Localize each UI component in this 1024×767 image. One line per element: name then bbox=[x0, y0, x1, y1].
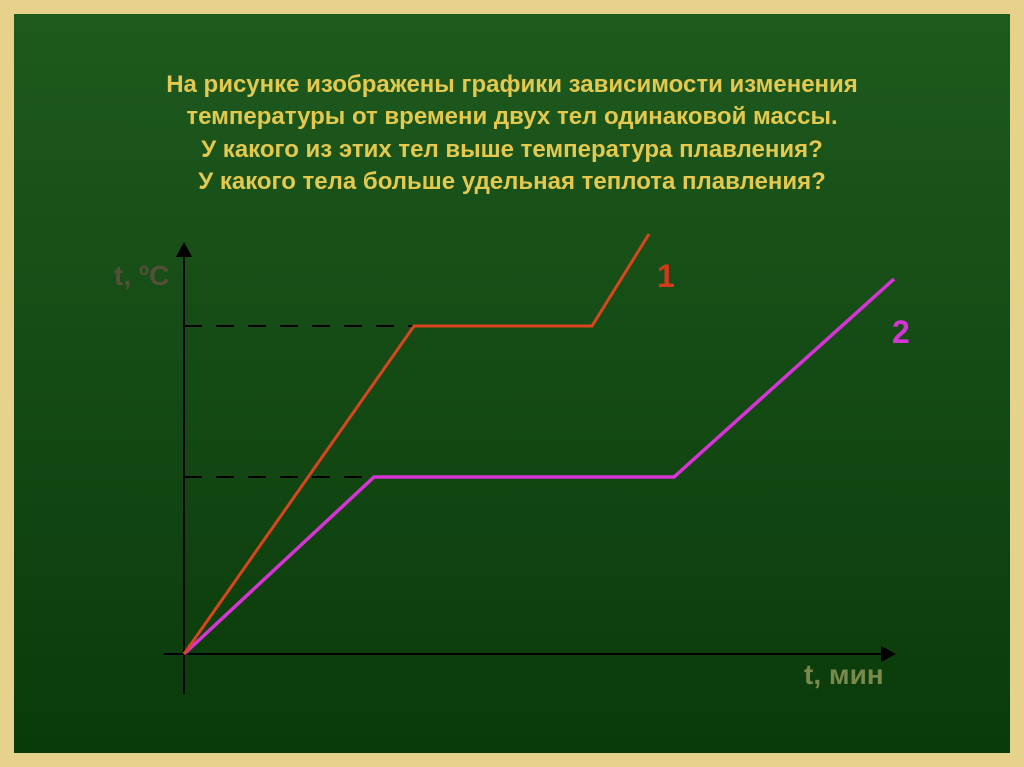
title-line: температуры от времени двух тел одинаков… bbox=[84, 101, 940, 133]
y-axis-label: t, ºC bbox=[114, 260, 169, 292]
title-line: У какого тела больше удельная теплота пл… bbox=[84, 166, 940, 198]
slide-frame: На рисунке изображены графики зависимост… bbox=[0, 0, 1024, 767]
x-axis-label: t, мин bbox=[804, 659, 884, 691]
title-text: На рисунке изображены графики зависимост… bbox=[84, 69, 940, 199]
title-line: На рисунке изображены графики зависимост… bbox=[84, 69, 940, 101]
chart-svg bbox=[104, 234, 954, 724]
chart-container: t, ºC t, мин 1 2 bbox=[104, 234, 954, 724]
series-2-label: 2 bbox=[892, 314, 910, 351]
series-1-label: 1 bbox=[657, 258, 675, 295]
title-line: У какого из этих тел выше температура пл… bbox=[84, 134, 940, 166]
